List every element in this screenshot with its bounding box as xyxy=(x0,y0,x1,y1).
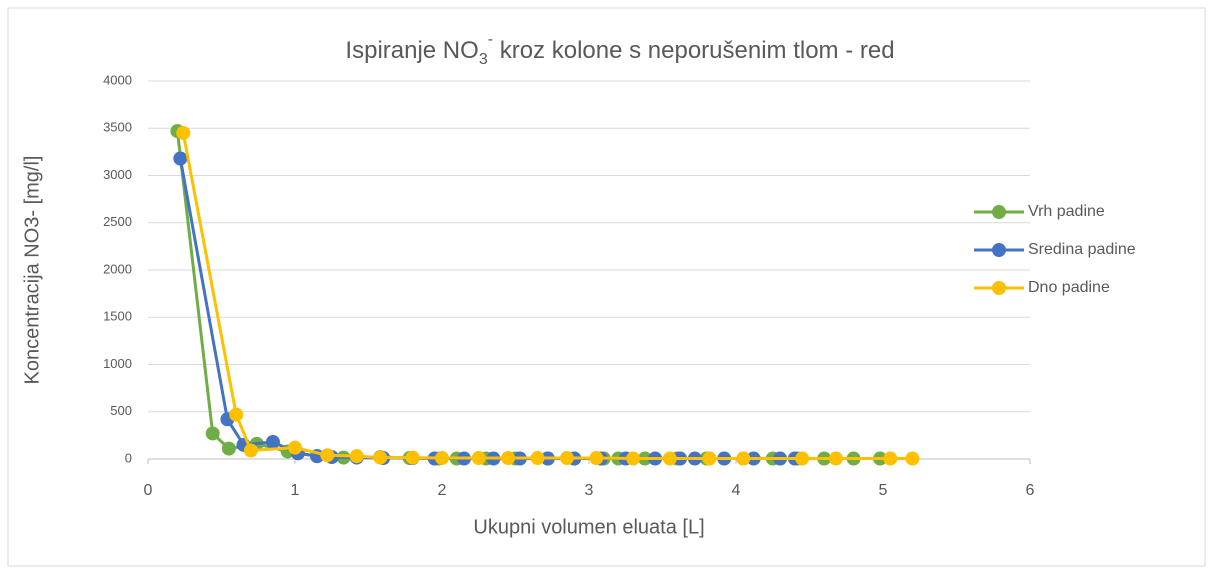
data-point xyxy=(471,451,486,466)
data-point xyxy=(320,448,335,463)
y-tick-label: 1000 xyxy=(103,356,132,371)
data-point xyxy=(349,449,364,464)
data-point xyxy=(559,451,574,466)
legend-label: Vrh padine xyxy=(1028,203,1105,220)
legend-label: Dno padine xyxy=(1028,279,1110,296)
data-point xyxy=(905,451,920,466)
x-tick-label: 3 xyxy=(585,482,594,499)
chart-title: Ispiranje NO3- kroz kolone s neporušenim… xyxy=(345,31,894,68)
y-axis-label: Koncentracija NO3- [mg/l] xyxy=(21,156,43,385)
x-tick-label: 4 xyxy=(732,482,741,499)
x-tick-label: 0 xyxy=(144,482,153,499)
data-point xyxy=(662,451,677,466)
y-tick-label: 500 xyxy=(110,403,132,418)
data-point xyxy=(589,451,604,466)
y-tick-label: 2000 xyxy=(103,261,132,276)
legend-marker xyxy=(992,205,1006,219)
title-part: Ispiranje NO xyxy=(345,37,478,64)
data-point xyxy=(530,451,545,466)
y-tick-label: 4000 xyxy=(103,72,132,87)
x-tick-label: 1 xyxy=(291,482,300,499)
y-tick-label: 3500 xyxy=(103,120,132,135)
data-point xyxy=(176,125,191,140)
data-point xyxy=(243,443,258,458)
y-tick-label: 0 xyxy=(125,450,132,465)
data-point xyxy=(373,450,388,465)
data-point xyxy=(501,451,516,466)
legend-marker xyxy=(992,281,1006,295)
data-point xyxy=(221,441,236,456)
y-tick-label: 3000 xyxy=(103,167,132,182)
x-tick-label: 5 xyxy=(879,482,888,499)
x-axis-label: Ukupni volumen eluata [L] xyxy=(473,516,704,538)
title-part: kroz kolone s neporušenim tlom - red xyxy=(493,37,895,64)
title-sub: 3 xyxy=(479,51,488,68)
title-sup: - xyxy=(488,31,493,48)
data-point xyxy=(435,451,449,466)
data-point xyxy=(795,451,810,466)
data-point xyxy=(229,407,244,422)
data-point xyxy=(626,451,641,466)
legend-label: Sredina padine xyxy=(1028,241,1136,258)
y-tick-label: 2500 xyxy=(103,214,132,229)
data-point xyxy=(702,451,717,466)
series-line xyxy=(181,132,913,461)
data-point xyxy=(405,450,420,465)
data-point xyxy=(828,451,843,466)
data-point xyxy=(288,440,302,455)
x-tick-label: 6 xyxy=(1026,482,1035,499)
data-point xyxy=(883,451,898,466)
x-tick-label: 2 xyxy=(438,482,447,499)
data-point xyxy=(265,434,280,449)
y-tick-label: 1500 xyxy=(103,309,132,324)
data-point xyxy=(205,426,220,441)
data-point xyxy=(173,151,188,166)
data-point xyxy=(736,451,751,466)
legend-marker xyxy=(992,243,1006,257)
